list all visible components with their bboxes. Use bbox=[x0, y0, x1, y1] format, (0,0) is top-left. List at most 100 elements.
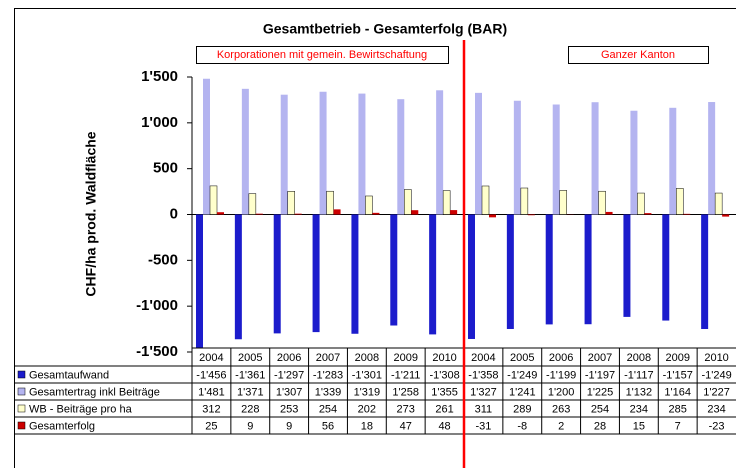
y-tick-label: 1'500 bbox=[141, 68, 178, 85]
data-label: 311 bbox=[475, 403, 493, 415]
data-label: -1'117 bbox=[624, 369, 653, 381]
data-label: -1'301 bbox=[352, 369, 382, 381]
bar bbox=[217, 212, 224, 215]
data-label: 1'200 bbox=[548, 386, 575, 398]
data-label: -1'308 bbox=[429, 369, 459, 381]
bar bbox=[294, 213, 302, 215]
bar bbox=[450, 210, 458, 215]
data-label: 48 bbox=[438, 420, 450, 432]
data-label: 1'227 bbox=[703, 386, 730, 398]
bar bbox=[319, 91, 327, 215]
bar bbox=[358, 93, 366, 215]
x-tick-label: 2006 bbox=[549, 352, 573, 364]
data-label: 312 bbox=[202, 403, 220, 415]
bar bbox=[351, 214, 359, 334]
data-label: 15 bbox=[633, 420, 645, 432]
data-label: 1'319 bbox=[354, 386, 381, 398]
bar bbox=[637, 192, 645, 215]
data-label: -1'157 bbox=[663, 369, 693, 381]
bar bbox=[598, 190, 606, 215]
x-tick-label: 2007 bbox=[316, 352, 340, 364]
bar bbox=[475, 92, 482, 215]
bar bbox=[676, 188, 684, 215]
data-label: 1'132 bbox=[626, 386, 653, 398]
annotation: Ganzer Kanton bbox=[601, 49, 675, 61]
data-label: 234 bbox=[707, 403, 725, 415]
data-label: 263 bbox=[552, 403, 570, 415]
bar bbox=[241, 88, 249, 215]
bar bbox=[669, 107, 677, 215]
data-label: -1'297 bbox=[274, 369, 304, 381]
legend-label: WB - Beiträge pro ha bbox=[29, 403, 133, 415]
data-label: -1'211 bbox=[391, 369, 420, 381]
data-label: 254 bbox=[591, 403, 609, 415]
bar bbox=[442, 190, 451, 215]
data-label: -31 bbox=[475, 420, 491, 432]
data-label: 1'241 bbox=[509, 386, 536, 398]
data-label: -1'249 bbox=[507, 369, 537, 381]
data-label: 1'481 bbox=[198, 386, 225, 398]
x-tick-label: 2009 bbox=[665, 352, 689, 364]
bar bbox=[326, 190, 334, 215]
data-label: -23 bbox=[709, 420, 725, 432]
data-label: 1'339 bbox=[315, 386, 342, 398]
bar bbox=[468, 214, 475, 339]
data-label: -1'283 bbox=[313, 369, 343, 381]
x-tick-label: 2004 bbox=[199, 352, 223, 364]
y-tick-label: -1'500 bbox=[136, 343, 178, 360]
bar bbox=[234, 214, 242, 340]
annotation-box bbox=[196, 46, 449, 64]
data-label: -1'249 bbox=[701, 369, 731, 381]
data-label: -1'197 bbox=[585, 369, 615, 381]
bar bbox=[280, 94, 288, 215]
legend-label: Gesamtaufwand bbox=[29, 369, 109, 381]
data-label: 261 bbox=[435, 403, 453, 415]
y-tick-label: 1'000 bbox=[141, 114, 178, 131]
bar bbox=[248, 193, 257, 215]
bar bbox=[630, 110, 638, 215]
bar bbox=[527, 214, 535, 216]
data-label: 18 bbox=[361, 420, 373, 432]
bar bbox=[372, 212, 380, 215]
data-label: 254 bbox=[319, 403, 337, 415]
bar bbox=[714, 192, 723, 215]
data-label: -1'456 bbox=[196, 369, 226, 381]
data-label: 1'164 bbox=[664, 386, 691, 398]
x-tick-label: 2006 bbox=[277, 352, 301, 364]
y-tick-label: -500 bbox=[148, 251, 178, 268]
bar bbox=[209, 185, 218, 215]
chart-frame bbox=[14, 8, 736, 468]
x-tick-label: 2010 bbox=[704, 352, 728, 364]
legend-label: Gesamterfolg bbox=[29, 420, 95, 432]
bar bbox=[429, 214, 437, 335]
data-label: 1'258 bbox=[392, 386, 419, 398]
data-label: 7 bbox=[675, 420, 681, 432]
annotation: Korporationen mit gemein. Bewirtschaftun… bbox=[217, 49, 427, 61]
legend-swatch bbox=[17, 387, 26, 396]
bar bbox=[552, 104, 560, 215]
x-tick-label: 2009 bbox=[393, 352, 417, 364]
legend-swatch bbox=[17, 370, 26, 379]
bar bbox=[722, 214, 730, 217]
bar bbox=[506, 214, 514, 329]
bar bbox=[708, 102, 716, 215]
data-label: 1'371 bbox=[237, 386, 264, 398]
legend-swatch bbox=[17, 404, 26, 413]
data-label: 2 bbox=[558, 420, 564, 432]
bar bbox=[333, 209, 341, 215]
x-tick-label: 2010 bbox=[432, 352, 456, 364]
data-label: 1'355 bbox=[431, 386, 458, 398]
bar bbox=[203, 78, 210, 215]
bar bbox=[591, 102, 599, 215]
bar bbox=[273, 214, 281, 334]
data-label: 273 bbox=[397, 403, 415, 415]
legend-swatch bbox=[17, 421, 26, 430]
data-label: -1'361 bbox=[235, 369, 265, 381]
data-label: 25 bbox=[205, 420, 217, 432]
bar bbox=[584, 214, 592, 325]
bar bbox=[404, 189, 412, 215]
data-label: 9 bbox=[247, 420, 253, 432]
data-label: 234 bbox=[630, 403, 648, 415]
bar bbox=[701, 214, 709, 329]
